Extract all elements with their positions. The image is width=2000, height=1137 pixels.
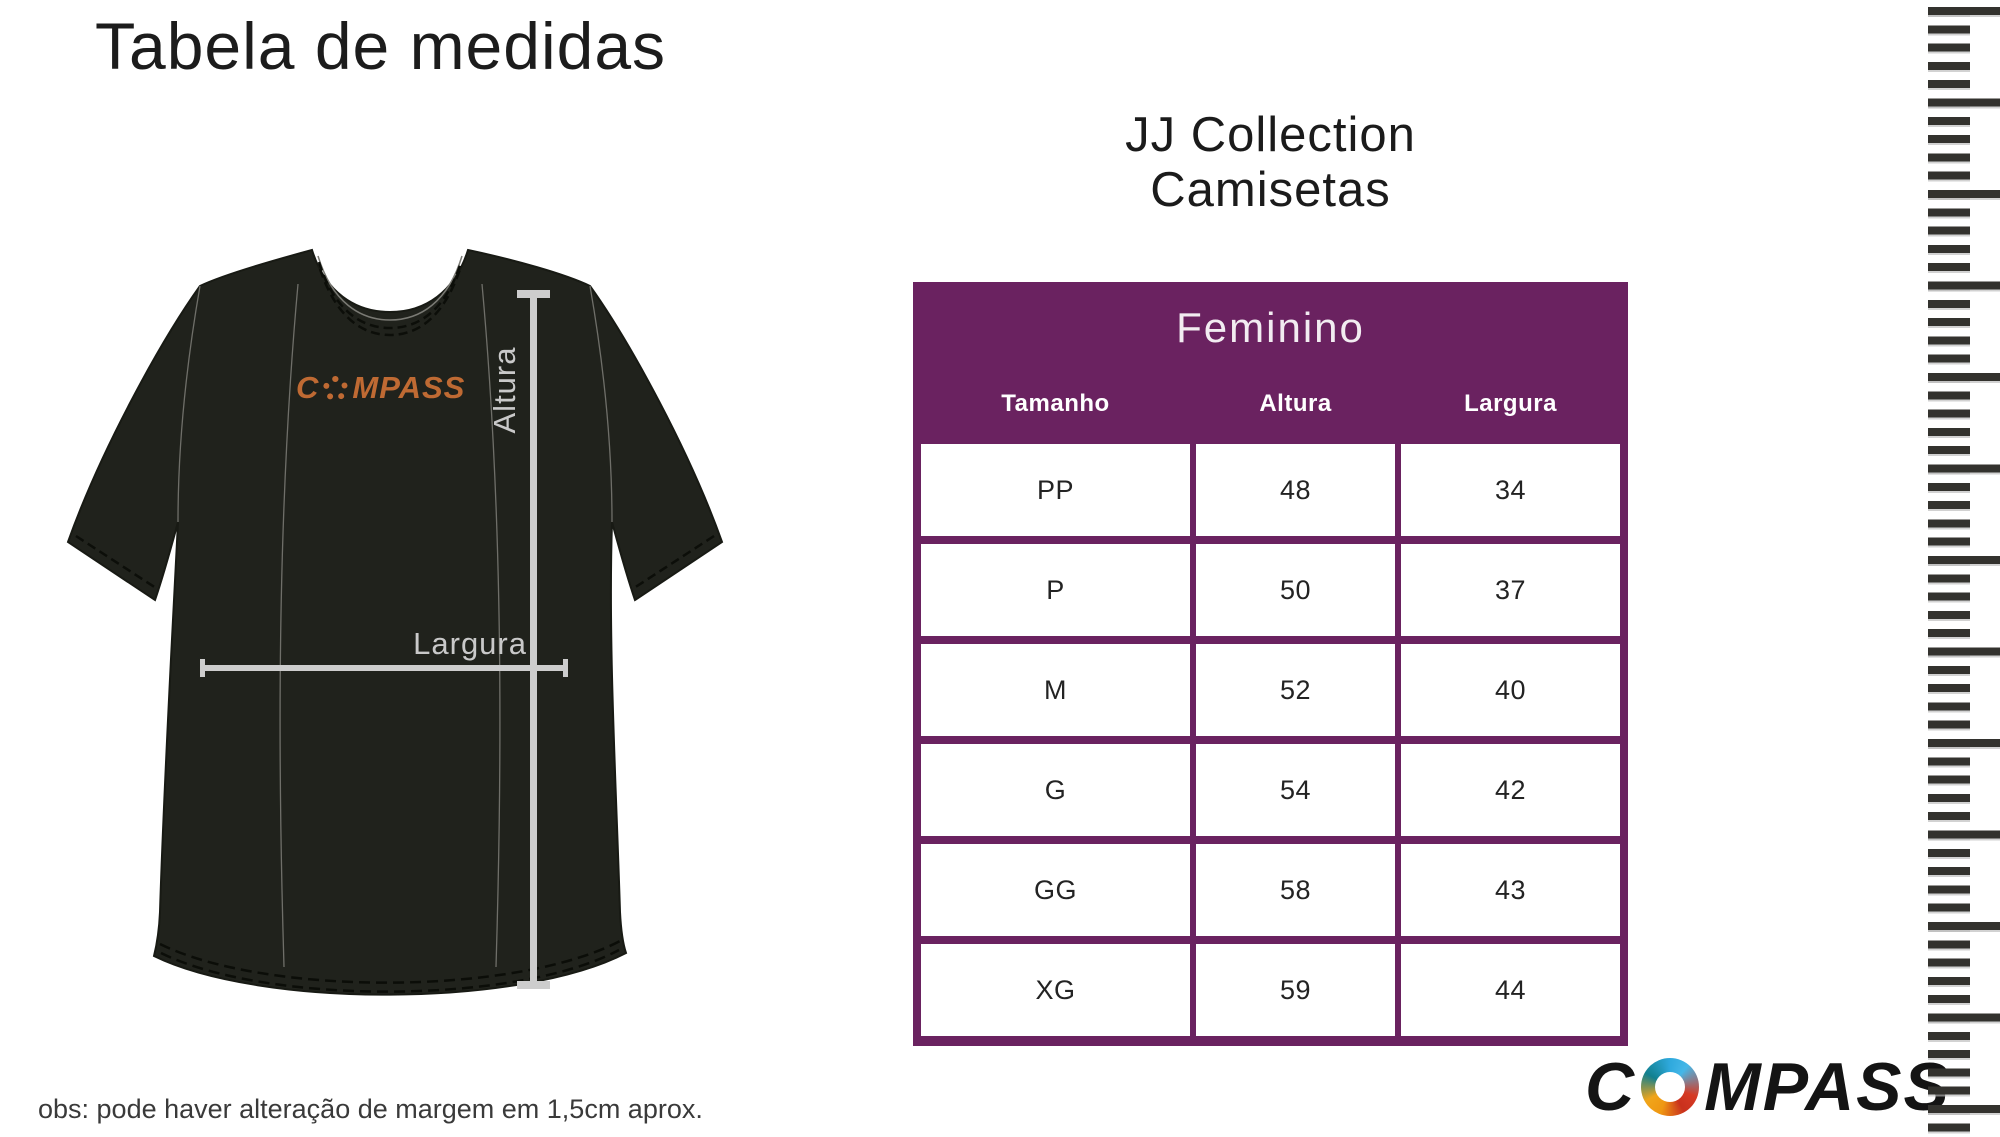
table-header-band: Feminino Tamanho Altura Largura [921,282,1620,444]
column-header-size: Tamanho [1001,390,1110,417]
chart-title: JJ Collection Camisetas [913,108,1628,218]
table-cell-width: 43 [1401,844,1620,936]
table-cell-width: 40 [1401,644,1620,736]
ruler-graphic [1928,7,2000,1137]
table-cell-width: 42 [1401,744,1620,836]
table-cell-width: 44 [1401,944,1620,1036]
height-measure-line [530,292,537,989]
height-measure-cap-bottom [517,981,550,989]
column-headers-row: Tamanho Altura Largura [921,390,1620,418]
table-cell-height: 48 [1196,444,1395,536]
table-cell-size: XG [921,944,1190,1036]
table-cell-width: 34 [1401,444,1620,536]
tshirt-graphic [66,248,724,996]
table-cell-size: PP [921,444,1190,536]
collar-band-line [317,255,463,321]
footer-brand-logo: C MPASS [1585,1046,1951,1128]
right-chest-seam [481,283,501,968]
table-cell-height: 54 [1196,744,1395,836]
column-header-width: Largura [1464,390,1557,417]
left-armhole-seam [177,285,201,523]
table-cell-height: 58 [1196,844,1395,936]
shirt-brand-logo: C MPASS [296,368,465,408]
left-cuff-stitch [75,534,157,590]
left-chest-seam [279,283,299,968]
height-measure-cap-top [517,290,550,298]
size-chart-table: Feminino Tamanho Altura Largura PP 48 34… [913,282,1628,1046]
table-cell-height: 50 [1196,544,1395,636]
shirt-logo-suffix: MPASS [352,370,466,405]
column-header-height: Altura [1259,390,1332,417]
collar-stitch-line [317,261,463,330]
page-title: Tabela de medidas [95,9,667,83]
table-cell-height: 59 [1196,944,1395,1036]
table-cell-size: M [921,644,1190,736]
gender-header: Feminino [1176,304,1365,351]
width-measure-line [200,665,568,671]
table-cell-size: G [921,744,1190,836]
chart-title-line2: Camisetas [1150,162,1391,217]
width-measure-cap-left [200,659,205,677]
right-cuff-stitch [633,534,715,590]
footer-logo-suffix: MPASS [1704,1049,1951,1125]
height-measure-label: Altura [487,346,522,434]
margin-note: obs: pode haver alteração de margem em 1… [38,1094,703,1124]
hem-stitch-line [159,939,621,984]
width-measure-label: Largura [413,626,527,661]
chart-title-line1: JJ Collection [1125,108,1416,162]
tshirt-silhouette [66,248,724,996]
table-cell-width: 37 [1401,544,1620,636]
collar-stitch-line-2 [318,268,462,337]
right-armhole-seam [589,285,613,523]
table-body: PP 48 34 P 50 37 M 52 40 G 54 42 GG 58 4… [921,444,1620,1036]
hem-stitch-line-2 [160,948,620,993]
tshirt-figure: C MPASS [60,222,730,1012]
shirt-logo-swirl-icon [323,375,349,401]
width-measure-cap-right [563,659,568,677]
table-cell-height: 52 [1196,644,1395,736]
shirt-logo-prefix: C [296,370,320,405]
table-cell-size: GG [921,844,1190,936]
table-cell-size: P [921,544,1190,636]
footer-logo-prefix: C [1585,1049,1637,1125]
footer-logo-swirl-icon [1641,1058,1700,1116]
